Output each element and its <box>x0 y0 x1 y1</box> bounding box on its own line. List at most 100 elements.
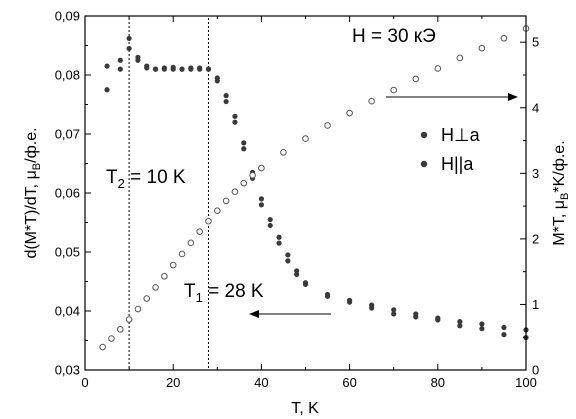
legend-label-parallel: H||a <box>441 154 474 174</box>
y-right-tick-label: 3 <box>532 166 539 181</box>
data-point-parallel <box>232 113 238 119</box>
t2-rest: = 10 K <box>125 167 186 188</box>
y-right-title-tail: *K/ф.е. <box>551 140 568 192</box>
mt-curve-point <box>161 272 168 280</box>
y-axis-right-title: M*T, μB*K/ф.е. <box>551 140 571 245</box>
mt-curve-point <box>500 34 508 42</box>
legend: H⊥a H||a <box>420 125 481 174</box>
y-left-tick-label: 0,09 <box>55 9 80 24</box>
y-left-tick-label: 0,08 <box>55 68 80 83</box>
data-point-parallel <box>302 280 309 286</box>
mt-curve-point <box>346 109 353 117</box>
mt-curve-point <box>434 65 442 72</box>
t1-rest: = 28 K <box>203 281 264 302</box>
legend-marker-parallel <box>420 160 428 168</box>
y-right-tick-label: 4 <box>532 100 539 115</box>
y-axis-left-title: d(M*T)/dT, μB/ф.е. <box>23 127 43 258</box>
mt-curve-point <box>412 75 420 83</box>
mt-curve-point <box>240 179 248 187</box>
y-left-tick-label: 0,04 <box>55 304 80 319</box>
y-right-tick-label: 0 <box>532 363 539 378</box>
data-point-perp <box>104 63 110 69</box>
data-point-parallel <box>135 54 141 60</box>
t2-main: T <box>106 167 118 188</box>
data-point-parallel <box>188 66 194 72</box>
data-point-perp <box>223 98 229 105</box>
data-point-parallel <box>152 66 159 72</box>
x-tick-label: 20 <box>166 375 180 390</box>
data-point-parallel <box>117 57 123 63</box>
ticks-layer: 0 20 40 60 80 1000,030,040,050,060,070,080,09… <box>55 9 540 391</box>
y-right-tick-label: 5 <box>532 35 539 50</box>
data-point-perp <box>391 311 397 317</box>
y-left-title-main: d(M*T)/dT, μ <box>23 170 40 258</box>
data-point-parallel <box>258 196 264 202</box>
mt-curve-point <box>169 261 177 269</box>
data-point-perp <box>117 66 123 72</box>
data-point-perp <box>285 258 291 264</box>
y-right-title-main: M*T, μ <box>551 200 568 246</box>
field-annotation: H = 30 кЭ <box>352 26 436 47</box>
data-point-perp <box>267 222 273 229</box>
data-point-parallel <box>369 302 375 308</box>
data-point-perp <box>126 35 132 42</box>
data-point-parallel <box>391 307 397 313</box>
y-left-tick-label: 0,05 <box>55 245 80 260</box>
data-point-perp <box>232 119 238 125</box>
x-axis-title: T, K <box>291 400 319 417</box>
mt-curve-point <box>152 284 159 291</box>
data-point-perp <box>258 202 264 208</box>
mt-curve-point <box>249 172 256 179</box>
legend-label-perp: H⊥a <box>441 125 481 145</box>
data-point-parallel <box>170 66 176 72</box>
mt-curve-point <box>368 97 375 105</box>
y-left-tick-label: 0,07 <box>55 127 80 142</box>
x-tick-label: 40 <box>254 375 268 390</box>
mt-curve-point <box>134 305 142 313</box>
data-point-parallel <box>501 324 507 331</box>
mt-curve-point <box>280 149 287 156</box>
data-point-parallel <box>413 311 419 317</box>
data-point-perp <box>457 323 463 329</box>
mt-curve-point <box>108 335 115 342</box>
mt-curve-point <box>456 54 464 62</box>
data-point-perp <box>276 240 282 246</box>
mt-curve-point <box>324 122 331 129</box>
data-point-parallel <box>267 216 273 223</box>
plot-frame <box>84 15 527 371</box>
data-point-parallel <box>197 66 203 72</box>
mt-curve-point <box>196 228 203 235</box>
data-point-parallel <box>223 93 229 99</box>
x-tick-label: 80 <box>431 375 445 390</box>
mt-curve-point <box>222 197 230 205</box>
mt-curve-point <box>116 326 124 333</box>
y-left-title-tail: /ф.е. <box>23 127 40 162</box>
data-point-perp <box>479 326 485 332</box>
t1-sub: 1 <box>196 290 203 305</box>
data-point-perp <box>241 146 247 152</box>
mt-curve-point <box>390 86 398 94</box>
legend-marker-perp <box>420 131 428 139</box>
y-right-tick-label: 1 <box>532 297 539 312</box>
x-tick-label: 100 <box>515 375 537 390</box>
data-point-parallel <box>144 63 150 69</box>
y-left-title-sub: B <box>31 163 43 170</box>
x-tick-label: 0 <box>81 375 88 390</box>
data-point-parallel <box>479 321 485 327</box>
plot-layer <box>99 18 530 370</box>
y-right-tick-label: 2 <box>532 231 539 246</box>
data-point-parallel <box>294 268 300 274</box>
mt-curve-point <box>478 44 486 52</box>
mt-curve-point <box>187 239 195 247</box>
data-point-parallel <box>276 234 282 240</box>
mt-curve-point <box>258 164 265 172</box>
t2-sub: 2 <box>118 176 125 191</box>
data-point-parallel <box>435 315 441 321</box>
mt-curve-point <box>178 250 186 258</box>
data-point-parallel <box>241 140 247 146</box>
mt-curve-point <box>99 343 106 351</box>
mt-curve-point <box>125 316 133 323</box>
mt-curve-point <box>205 217 212 225</box>
y-right-title-sub: B <box>559 193 571 200</box>
